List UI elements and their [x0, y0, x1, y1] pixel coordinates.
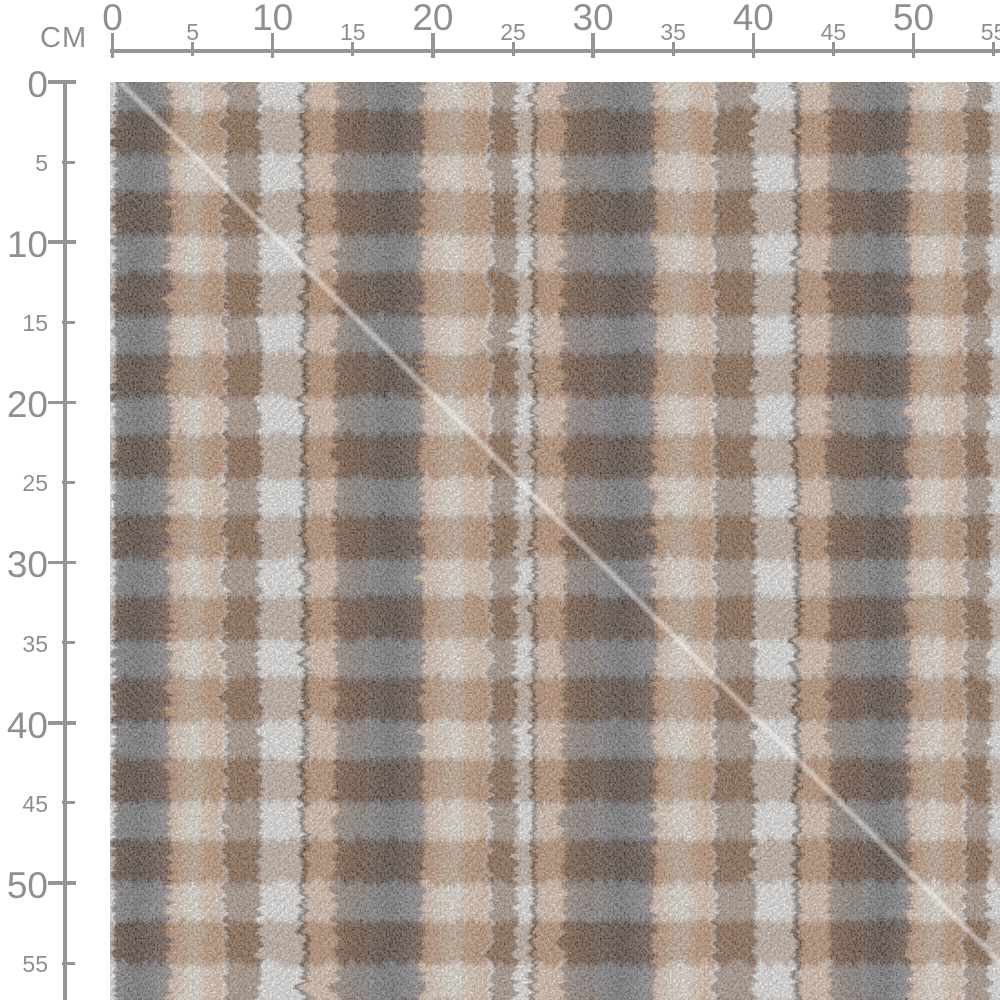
ruler-label: 35	[660, 19, 686, 45]
ruler-label: 35	[22, 630, 48, 657]
top-ruler-line	[110, 49, 1000, 53]
ruler-label: 55	[22, 950, 48, 977]
ruler-label: 30	[572, 0, 614, 38]
ruler-label: 10	[6, 223, 48, 265]
ruler-unit-label: CM	[40, 22, 88, 54]
ruler-tick	[48, 80, 76, 84]
ruler-label: 25	[500, 19, 526, 45]
ruler-tick	[751, 33, 756, 58]
ruler-label: 40	[732, 0, 774, 38]
ruler-label: 15	[22, 310, 48, 337]
ruler-tick	[511, 42, 515, 56]
ruler-tick	[48, 560, 76, 565]
ruler-label: 50	[6, 864, 48, 906]
ruler-tick	[62, 320, 75, 324]
ruler-label: 25	[22, 470, 48, 497]
ruler-tick	[992, 42, 996, 56]
ruler-tick	[270, 33, 275, 58]
diagonal-seam-line	[118, 82, 1000, 966]
ruler-label: 50	[892, 0, 935, 38]
ruler-label: 10	[252, 0, 294, 38]
ruler-label: 20	[6, 384, 48, 426]
ruler-tick	[351, 42, 355, 56]
ruler-tick	[110, 33, 115, 58]
ruler-tick	[48, 400, 76, 405]
fabric-grain-overlay	[110, 82, 1000, 1000]
ruler-label: 20	[412, 0, 454, 38]
ruler-tick	[191, 42, 195, 56]
ruler-label: 30	[6, 544, 48, 586]
ruler-label: 5	[35, 149, 48, 176]
ruler-label: 5	[186, 19, 199, 45]
ruler-tick	[48, 240, 76, 244]
ruler-tick	[48, 881, 76, 885]
ruler-tick	[62, 481, 75, 484]
ruler-tick	[62, 641, 75, 645]
ruler-tick	[431, 33, 435, 58]
ruler-label: 15	[340, 19, 366, 45]
ruler-tick	[831, 42, 835, 56]
left-ruler-line	[63, 82, 67, 1000]
ruler-tick	[62, 961, 75, 965]
ruler-label: 45	[22, 790, 48, 817]
ruler-tick	[62, 160, 75, 164]
ruler-tick	[911, 33, 916, 58]
ruler-tick	[671, 42, 675, 56]
ruler-label: 55	[980, 19, 1000, 45]
ruler-label: 0	[102, 0, 123, 38]
ruler-label: 45	[820, 19, 847, 45]
ruler-tick	[62, 801, 75, 805]
ruler-tick	[591, 33, 595, 58]
fabric-swatch-preview	[110, 82, 1000, 1000]
ruler-label: 40	[6, 704, 48, 746]
ruler-label: 0	[27, 63, 48, 105]
ruler-tick	[48, 721, 76, 725]
